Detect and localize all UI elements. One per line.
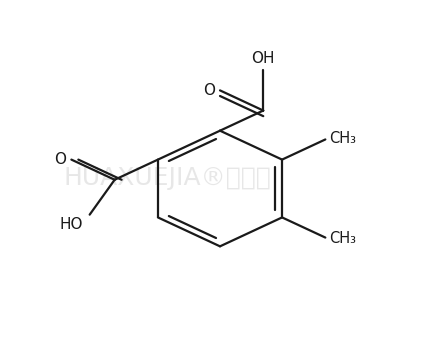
Text: CH₃: CH₃ <box>329 231 356 246</box>
Text: O: O <box>203 83 215 98</box>
Text: HUAXUEJIA®化学加: HUAXUEJIA®化学加 <box>64 166 272 190</box>
Text: O: O <box>54 152 66 167</box>
Text: CH₃: CH₃ <box>329 131 356 146</box>
Text: HO: HO <box>60 218 83 232</box>
Text: OH: OH <box>252 51 275 66</box>
